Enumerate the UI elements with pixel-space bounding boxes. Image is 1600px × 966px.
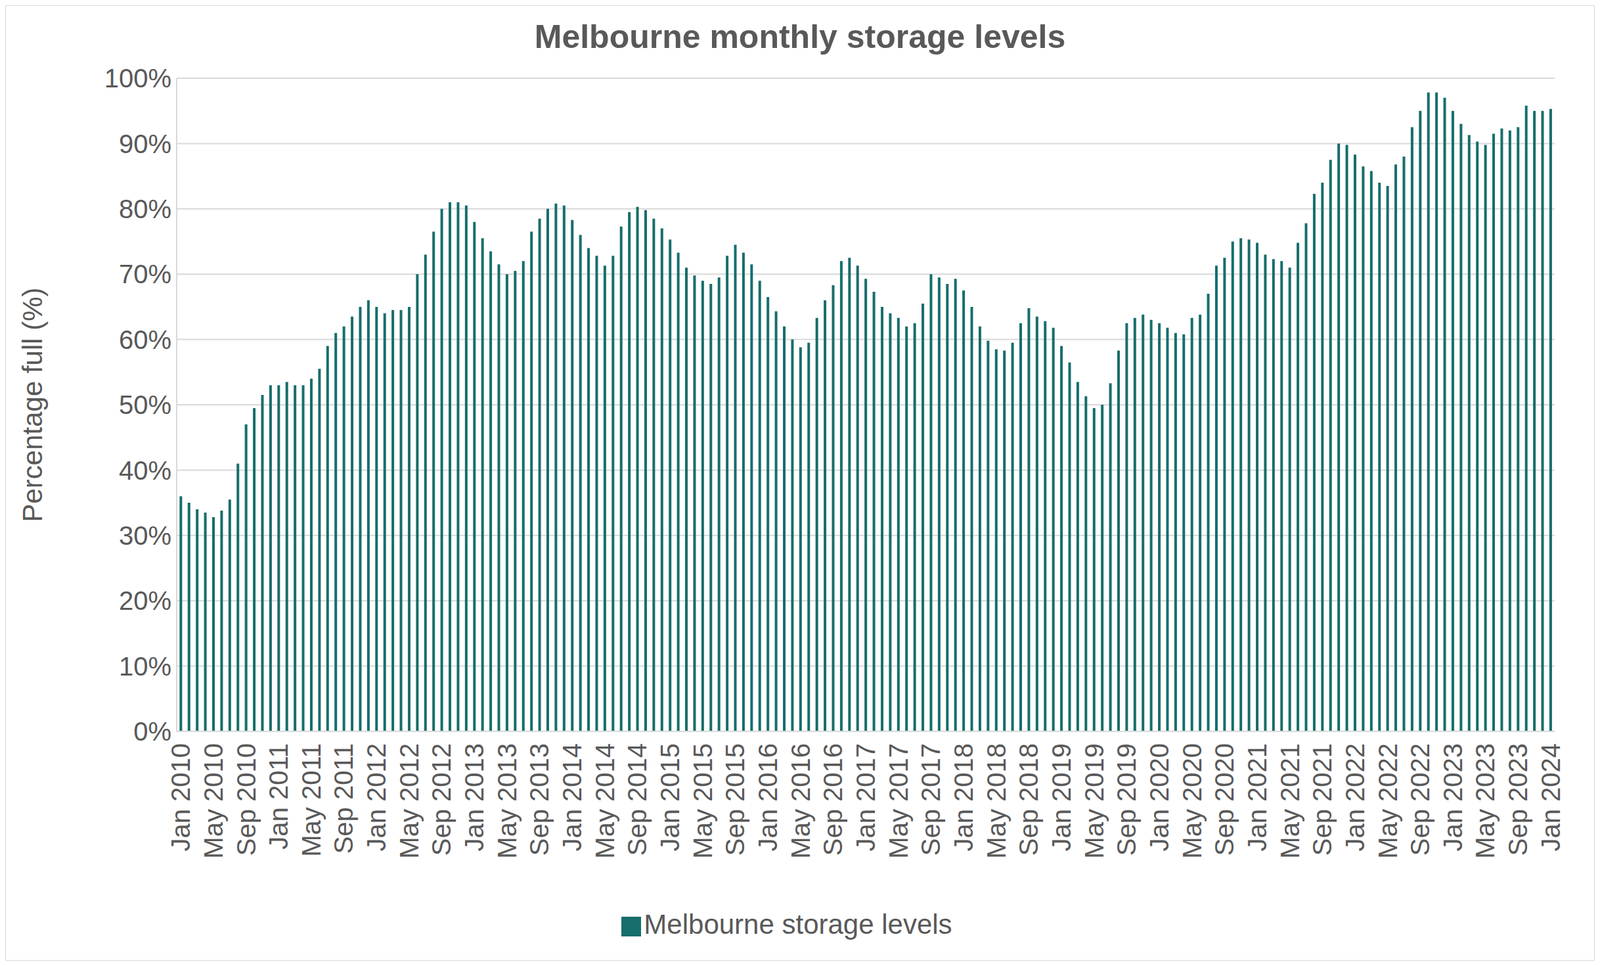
svg-text:May 2020: May 2020 [1177,742,1207,859]
svg-text:0%: 0% [133,716,172,746]
svg-text:70%: 70% [118,259,172,289]
svg-text:30%: 30% [118,520,172,550]
svg-text:Sep 2011: Sep 2011 [329,742,358,854]
svg-text:May 2022: May 2022 [1373,742,1403,859]
svg-text:May 2015: May 2015 [688,742,718,859]
svg-text:May 2014: May 2014 [590,742,620,859]
svg-text:Sep 2017: Sep 2017 [916,742,946,856]
svg-text:Jan 2016: Jan 2016 [753,742,783,852]
svg-text:May 2010: May 2010 [199,742,228,859]
svg-text:Sep 2019: Sep 2019 [1111,742,1141,856]
svg-text:Sep 2014: Sep 2014 [622,742,652,856]
svg-text:May 2018: May 2018 [981,742,1011,859]
svg-text:May 2021: May 2021 [1275,742,1305,859]
svg-text:Sep 2012: Sep 2012 [426,742,456,856]
svg-text:Jan 2010: Jan 2010 [166,742,196,852]
svg-text:Sep 2013: Sep 2013 [524,742,554,856]
svg-text:80%: 80% [118,194,172,224]
svg-text:Sep 2022: Sep 2022 [1405,742,1435,856]
svg-text:Jan 2021: Jan 2021 [1242,742,1272,852]
svg-text:May 2016: May 2016 [786,742,816,859]
svg-text:Jan 2019: Jan 2019 [1046,742,1076,852]
svg-text:Sep 2015: Sep 2015 [720,742,750,856]
svg-text:May 2011: May 2011 [296,742,326,857]
svg-text:90%: 90% [118,129,172,159]
svg-text:100%: 100% [104,63,172,93]
svg-text:50%: 50% [118,390,172,420]
svg-text:Jan 2012: Jan 2012 [361,742,391,852]
svg-text:May 2019: May 2019 [1079,742,1109,859]
svg-text:10%: 10% [118,651,172,681]
html-text:Melbourne storage levels: Melbourne storage levels [643,908,953,940]
svg-text:40%: 40% [118,455,172,485]
svg-text:60%: 60% [118,325,172,355]
html-text:Melbourne monthly storage leve: Melbourne monthly storage levels [534,18,1066,56]
svg-text:Sep 2020: Sep 2020 [1209,742,1239,856]
svg-text:Jan 2024: Jan 2024 [1536,742,1566,852]
svg-text:Jan 2020: Jan 2020 [1144,742,1174,852]
svg-text:Jan 2018: Jan 2018 [949,742,978,852]
svg-text:Jan 2015: Jan 2015 [655,742,685,852]
svg-text:May 2013: May 2013 [492,742,522,859]
svg-text:Jan 2017: Jan 2017 [851,742,881,852]
svg-text:Percentage full (%): Percentage full (%) [17,287,48,522]
svg-text:Sep 2010: Sep 2010 [231,742,261,856]
svg-text:Jan 2023: Jan 2023 [1438,742,1468,852]
svg-text:Sep 2021: Sep 2021 [1307,742,1337,856]
svg-text:Jan 2022: Jan 2022 [1340,742,1370,852]
svg-text:Sep 2023: Sep 2023 [1503,742,1533,856]
svg-text:May 2023: May 2023 [1470,742,1500,859]
svg-text:20%: 20% [118,585,172,615]
svg-text:Jan 2013: Jan 2013 [459,742,489,852]
svg-text:Jan 2011: Jan 2011 [264,742,293,850]
svg-text:Sep 2016: Sep 2016 [818,742,848,856]
svg-text:Sep 2018: Sep 2018 [1014,742,1044,856]
svg-text:Jan 2014: Jan 2014 [557,742,587,852]
svg-text:May 2017: May 2017 [884,742,913,859]
svg-text:May 2012: May 2012 [394,742,424,859]
